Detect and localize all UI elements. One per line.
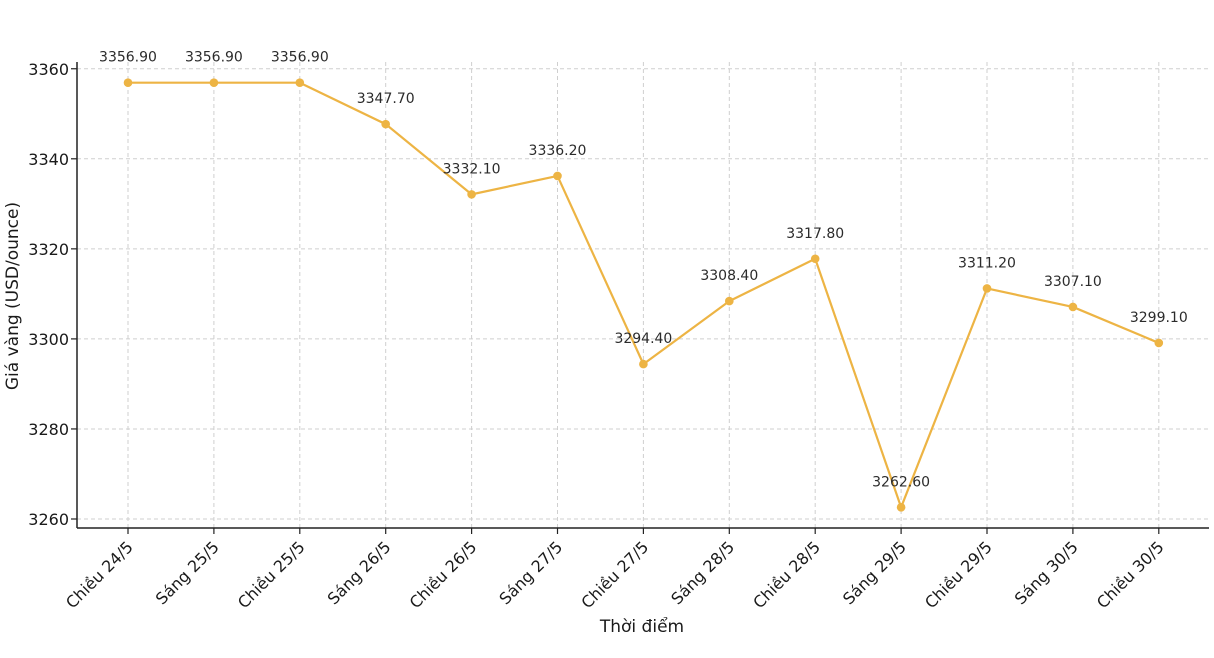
x-tick-label: Sáng 29/5 xyxy=(839,537,910,608)
y-tick-label: 3360 xyxy=(28,60,69,79)
data-point xyxy=(1154,338,1164,348)
data-label: 3336.20 xyxy=(529,143,587,159)
data-point xyxy=(639,359,648,369)
data-label: 3356.90 xyxy=(271,50,329,66)
data-point xyxy=(209,78,219,88)
x-tick-label: Chiều 24/5 xyxy=(62,537,137,612)
data-label: 3311.20 xyxy=(958,255,1016,271)
x-tick-label: Chiều 25/5 xyxy=(234,537,309,612)
data-labels: 3356.90 3356.90 3356.90 3347.70 3332.10 3336.… xyxy=(99,50,1188,491)
x-tick-label: Sáng 25/5 xyxy=(152,537,223,608)
data-point xyxy=(982,284,992,293)
data-point xyxy=(467,190,476,199)
data-label: 3317.80 xyxy=(786,226,844,242)
x-tick-label: Chiều 26/5 xyxy=(406,537,481,612)
x-tick-label: Chiều 29/5 xyxy=(921,537,996,612)
grid-lines xyxy=(77,62,1209,528)
data-points xyxy=(123,78,1164,512)
data-label: 3308.40 xyxy=(700,268,758,284)
data-point xyxy=(381,119,391,129)
data-point xyxy=(123,78,133,88)
x-axis-title: Thời điểm xyxy=(599,616,684,637)
data-label: 3356.90 xyxy=(185,50,243,66)
data-label: 3294.40 xyxy=(614,331,672,347)
x-tick-label: Sáng 26/5 xyxy=(324,537,395,608)
y-tick-label: 3340 xyxy=(28,150,69,169)
data-point xyxy=(295,78,305,88)
x-tick-label: Sáng 30/5 xyxy=(1011,537,1082,608)
y-tick-label: 3260 xyxy=(28,510,69,529)
y-tick-label: 3320 xyxy=(28,240,69,259)
data-label: 3307.10 xyxy=(1044,274,1102,290)
data-label: 3262.60 xyxy=(872,474,930,490)
y-axis-ticks: 3260 3280 3300 3320 3340 3360 xyxy=(28,60,77,529)
x-tick-label: Sáng 27/5 xyxy=(495,537,566,608)
data-label: 3347.70 xyxy=(357,91,415,107)
x-tick-label: Chiều 27/5 xyxy=(577,537,652,612)
y-axis-title: Giá vàng (USD/ounce) xyxy=(3,202,23,390)
data-point xyxy=(725,296,734,306)
x-axis-ticks: Chiều 24/5 Sáng 25/5 Chiều 25/5 Sáng 26/5 Ch… xyxy=(62,528,1168,612)
x-tick-label: Sáng 28/5 xyxy=(667,537,738,608)
y-tick-label: 3300 xyxy=(28,330,69,349)
data-point xyxy=(1068,302,1078,312)
data-point xyxy=(896,502,906,512)
data-point xyxy=(553,171,562,181)
x-tick-label: Chiều 30/5 xyxy=(1093,537,1168,612)
x-tick-label: Chiều 28/5 xyxy=(749,537,824,612)
data-label: 3356.90 xyxy=(99,50,157,66)
data-label: 3299.10 xyxy=(1130,310,1188,326)
y-tick-label: 3280 xyxy=(28,420,69,439)
data-point xyxy=(810,254,820,264)
data-label: 3332.10 xyxy=(443,161,501,177)
